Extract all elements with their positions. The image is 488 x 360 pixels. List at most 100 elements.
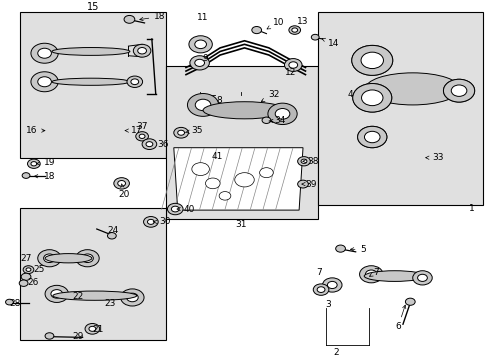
Ellipse shape (364, 271, 424, 282)
Text: 26: 26 (27, 278, 39, 287)
Text: 25: 25 (34, 265, 45, 274)
Circle shape (443, 79, 474, 102)
Circle shape (31, 72, 58, 92)
Text: 29: 29 (72, 332, 83, 341)
Circle shape (147, 219, 154, 224)
Text: 32: 32 (261, 90, 279, 102)
Circle shape (234, 173, 254, 187)
Circle shape (311, 34, 319, 40)
Circle shape (107, 233, 116, 239)
Circle shape (405, 298, 414, 305)
Text: 3: 3 (325, 300, 330, 309)
Circle shape (143, 216, 158, 227)
Circle shape (21, 273, 31, 280)
Text: 17: 17 (125, 126, 142, 135)
Ellipse shape (52, 48, 130, 55)
Text: 37: 37 (136, 122, 147, 131)
Circle shape (259, 168, 273, 178)
Text: 36: 36 (158, 140, 169, 149)
Text: 10: 10 (266, 18, 284, 29)
Circle shape (38, 77, 51, 87)
Circle shape (43, 254, 55, 262)
Ellipse shape (45, 253, 92, 263)
Ellipse shape (365, 73, 459, 105)
Text: 39: 39 (301, 180, 316, 189)
Circle shape (205, 178, 220, 189)
Circle shape (187, 94, 218, 116)
Circle shape (450, 85, 466, 96)
Circle shape (194, 40, 206, 49)
Circle shape (136, 132, 148, 141)
Text: 13: 13 (297, 17, 308, 26)
FancyBboxPatch shape (20, 12, 166, 158)
Circle shape (275, 108, 289, 119)
Circle shape (297, 157, 310, 166)
Circle shape (45, 333, 54, 339)
Text: 8: 8 (216, 96, 222, 105)
Circle shape (167, 203, 183, 215)
Circle shape (301, 159, 306, 163)
Circle shape (251, 27, 261, 33)
Circle shape (351, 45, 392, 75)
Text: 31: 31 (234, 220, 246, 229)
Text: 21: 21 (92, 325, 103, 334)
Circle shape (173, 127, 188, 138)
Text: 12: 12 (284, 68, 295, 77)
Ellipse shape (53, 291, 137, 300)
Circle shape (417, 274, 427, 282)
Text: 16: 16 (26, 126, 45, 135)
Circle shape (361, 90, 382, 105)
Circle shape (142, 139, 157, 149)
Circle shape (5, 299, 13, 305)
Text: 7: 7 (369, 268, 378, 277)
Circle shape (443, 79, 474, 102)
Circle shape (26, 268, 31, 271)
Text: 23: 23 (104, 300, 115, 309)
Circle shape (171, 206, 179, 212)
Circle shape (335, 245, 345, 252)
Circle shape (359, 266, 382, 283)
Circle shape (121, 289, 144, 306)
Circle shape (360, 52, 383, 68)
Circle shape (288, 62, 297, 68)
Circle shape (45, 285, 68, 302)
Text: 4: 4 (347, 90, 353, 99)
Text: 7: 7 (315, 268, 321, 277)
Circle shape (81, 254, 93, 262)
Circle shape (291, 28, 297, 32)
Circle shape (118, 180, 125, 186)
Circle shape (365, 270, 376, 279)
Polygon shape (173, 148, 303, 210)
Circle shape (89, 326, 96, 331)
Circle shape (38, 48, 51, 58)
Circle shape (361, 90, 382, 105)
FancyBboxPatch shape (317, 12, 483, 205)
Circle shape (138, 48, 146, 54)
Circle shape (262, 117, 270, 123)
Circle shape (351, 45, 392, 75)
Text: 22: 22 (72, 292, 83, 301)
Circle shape (22, 173, 30, 178)
Circle shape (317, 287, 325, 292)
FancyBboxPatch shape (166, 66, 317, 219)
Text: 33: 33 (425, 153, 443, 162)
Circle shape (194, 59, 204, 67)
Circle shape (189, 56, 209, 70)
Text: 27: 27 (20, 255, 32, 264)
Circle shape (360, 52, 383, 68)
Circle shape (76, 250, 99, 267)
Ellipse shape (52, 78, 130, 85)
Circle shape (85, 324, 100, 334)
Circle shape (23, 266, 34, 274)
Text: 20: 20 (118, 184, 129, 199)
Text: 40: 40 (177, 204, 195, 213)
Circle shape (127, 76, 142, 87)
Circle shape (313, 284, 328, 295)
Text: 24: 24 (107, 226, 118, 235)
Circle shape (188, 36, 212, 53)
Circle shape (124, 15, 135, 23)
Circle shape (267, 103, 297, 125)
Circle shape (51, 289, 62, 298)
Text: 18: 18 (35, 172, 55, 181)
Text: 11: 11 (197, 13, 208, 22)
